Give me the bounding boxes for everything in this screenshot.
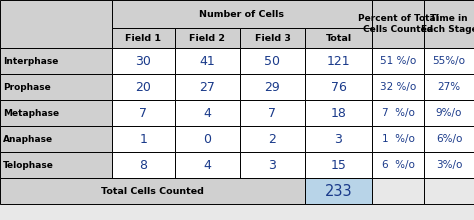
Text: Metaphase: Metaphase	[3, 108, 59, 117]
Text: Field 2: Field 2	[190, 33, 226, 42]
Text: Field 1: Field 1	[126, 33, 162, 42]
Text: 121: 121	[327, 55, 350, 68]
Bar	[0, 0, 112, 48]
Text: Number of Cells: Number of Cells	[200, 9, 284, 18]
Bar	[372, 48, 424, 74]
Bar	[424, 126, 474, 152]
Bar	[240, 126, 305, 152]
Text: 27%: 27%	[438, 82, 461, 92]
Text: 7: 7	[139, 106, 147, 119]
Bar	[305, 178, 372, 204]
Text: 50: 50	[264, 55, 281, 68]
Bar	[240, 100, 305, 126]
Text: 29: 29	[264, 81, 281, 94]
Text: 1: 1	[139, 132, 147, 145]
Text: 20: 20	[136, 81, 151, 94]
Bar	[305, 74, 372, 100]
Text: 3%/o: 3%/o	[436, 160, 462, 170]
Bar	[112, 100, 175, 126]
Bar	[175, 152, 240, 178]
Bar	[0, 74, 112, 100]
Bar	[112, 48, 175, 74]
Bar	[424, 0, 474, 48]
Text: Total Cells Counted: Total Cells Counted	[101, 187, 204, 196]
Text: Field 3: Field 3	[255, 33, 291, 42]
Text: 27: 27	[200, 81, 216, 94]
Bar	[240, 28, 305, 48]
Text: 3: 3	[335, 132, 342, 145]
Bar	[175, 100, 240, 126]
Bar	[305, 126, 372, 152]
Text: 9%/o: 9%/o	[436, 108, 462, 118]
Bar	[175, 74, 240, 100]
Text: Percent of Total
Cells Counted: Percent of Total Cells Counted	[357, 14, 438, 34]
Bar	[112, 126, 175, 152]
Text: 0: 0	[203, 132, 211, 145]
Text: 7: 7	[268, 106, 276, 119]
Text: 18: 18	[330, 106, 346, 119]
Text: Prophase: Prophase	[3, 82, 51, 92]
Text: 15: 15	[330, 158, 346, 172]
Bar	[0, 152, 112, 178]
Text: 41: 41	[200, 55, 215, 68]
Text: 32 %/o: 32 %/o	[380, 82, 416, 92]
Bar	[305, 100, 372, 126]
Text: Anaphase: Anaphase	[3, 134, 53, 143]
Text: Total: Total	[326, 33, 352, 42]
Bar	[112, 0, 372, 28]
Bar	[0, 126, 112, 152]
Text: 76: 76	[330, 81, 346, 94]
Bar	[175, 126, 240, 152]
Text: 4: 4	[203, 158, 211, 172]
Text: Interphase: Interphase	[3, 57, 58, 66]
Bar	[424, 100, 474, 126]
Text: 7  %/o: 7 %/o	[382, 108, 414, 118]
Bar	[305, 152, 372, 178]
Bar	[372, 74, 424, 100]
Bar	[372, 152, 424, 178]
Bar	[112, 28, 175, 48]
Bar	[372, 178, 424, 204]
Bar	[112, 74, 175, 100]
Bar	[112, 152, 175, 178]
Text: 1  %/o: 1 %/o	[382, 134, 414, 144]
Text: 6%/o: 6%/o	[436, 134, 462, 144]
Bar	[305, 28, 372, 48]
Bar	[424, 74, 474, 100]
Text: 4: 4	[203, 106, 211, 119]
Bar	[424, 48, 474, 74]
Bar	[0, 178, 305, 204]
Text: Time in
Each Stage: Time in Each Stage	[420, 14, 474, 34]
Bar	[372, 126, 424, 152]
Bar	[424, 178, 474, 204]
Bar	[0, 100, 112, 126]
Text: 51 %/o: 51 %/o	[380, 56, 416, 66]
Bar	[240, 152, 305, 178]
Bar	[240, 74, 305, 100]
Bar	[372, 0, 424, 48]
Bar	[175, 28, 240, 48]
Text: Telophase: Telophase	[3, 161, 54, 169]
Bar	[240, 48, 305, 74]
Bar	[175, 48, 240, 74]
Text: 30: 30	[136, 55, 151, 68]
Bar	[372, 100, 424, 126]
Text: 6  %/o: 6 %/o	[382, 160, 414, 170]
Text: 55%/o: 55%/o	[432, 56, 465, 66]
Bar	[305, 48, 372, 74]
Text: 3: 3	[269, 158, 276, 172]
Bar	[424, 152, 474, 178]
Text: 2: 2	[269, 132, 276, 145]
Bar	[0, 48, 112, 74]
Text: 8: 8	[139, 158, 147, 172]
Text: 233: 233	[325, 183, 352, 198]
